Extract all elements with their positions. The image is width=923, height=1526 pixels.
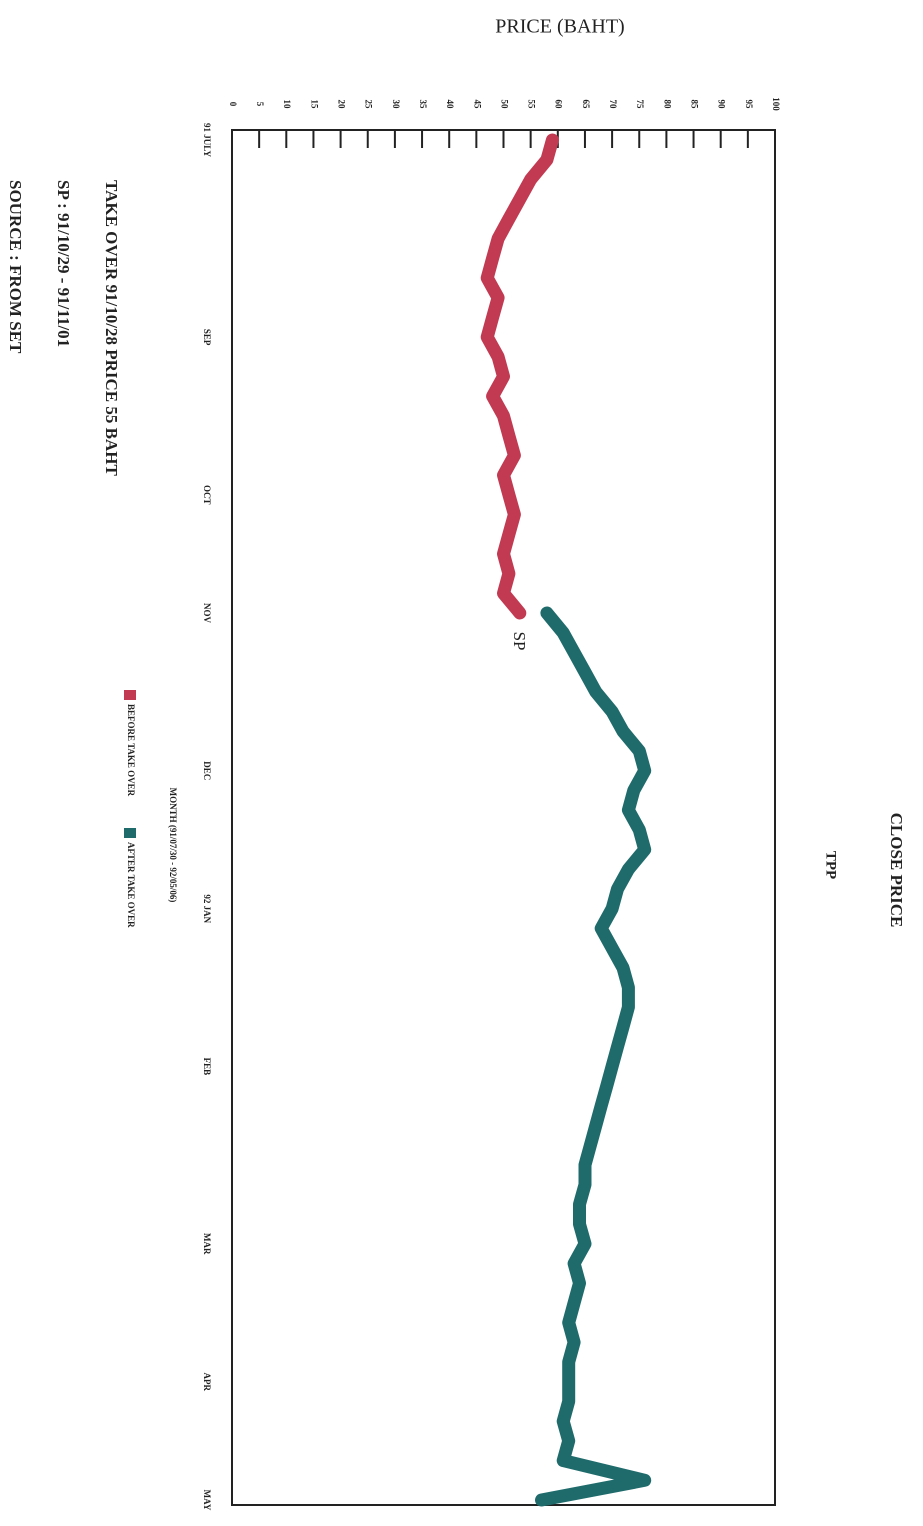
y-tick-label: 35: [418, 100, 428, 110]
x-tick-label: FEB: [202, 1058, 212, 1076]
y-tick-label: 55: [527, 100, 537, 110]
y-tick-label: 50: [499, 100, 509, 110]
legend-swatch: [124, 690, 136, 700]
y-tick-label: 40: [445, 100, 455, 110]
data-line: [480, 133, 559, 620]
y-tick-label: 75: [635, 100, 645, 110]
y-tick-label: 95: [744, 100, 754, 110]
x-tick-label: 91 JULY: [202, 123, 212, 157]
legend-label: AFTER TAKE OVER: [126, 842, 136, 928]
y-tick-label: 45: [472, 100, 482, 110]
x-tick-label: NOV: [202, 603, 212, 624]
y-tick-label: 30: [391, 100, 401, 110]
note: SP : 91/10/29 - 91/11/01: [54, 180, 73, 347]
y-tick-label: 10: [282, 100, 292, 110]
chart-title: CLOSE PRICE: [887, 813, 906, 928]
y-tick-label: 90: [717, 100, 727, 110]
x-tick-label: OCT: [202, 485, 212, 505]
note: TAKE OVER 91/10/28 PRICE 55 BAHT: [102, 180, 121, 476]
x-tick-label: SEP: [202, 329, 212, 346]
y-tick-label: 65: [581, 100, 591, 110]
y-axis-title: PRICE (BAHT): [495, 16, 624, 38]
legend-label: BEFORE TAKE OVER: [126, 704, 136, 797]
note: SOURCE : FROM SET: [6, 180, 25, 354]
annotation: SP: [510, 632, 529, 651]
y-tick-label: 20: [337, 100, 347, 110]
chart-subtitle: TPP: [823, 851, 839, 879]
data-line: [535, 606, 652, 1507]
plot-frame: [231, 129, 776, 1506]
x-axis-title: MONTH (91/07/30 - 92/05/06): [168, 788, 178, 903]
y-tick-label: 5: [255, 102, 265, 107]
y-tick-label: 25: [364, 100, 374, 110]
x-tick-label: APR: [202, 1372, 212, 1391]
y-tick-label: 100: [771, 97, 781, 111]
y-tick-label: 15: [309, 100, 319, 110]
x-tick-label: MAR: [202, 1233, 212, 1255]
y-tick-label: 60: [554, 100, 564, 110]
x-tick-label: MAY: [202, 1490, 212, 1511]
y-tick-label: 0: [228, 102, 238, 107]
y-tick-label: 85: [689, 100, 699, 110]
x-tick-label: DEC: [202, 761, 212, 780]
legend-swatch: [124, 828, 136, 838]
y-tick-label: 80: [662, 100, 672, 110]
x-tick-label: 92 JAN: [202, 894, 212, 923]
y-tick-label: 70: [608, 100, 618, 110]
